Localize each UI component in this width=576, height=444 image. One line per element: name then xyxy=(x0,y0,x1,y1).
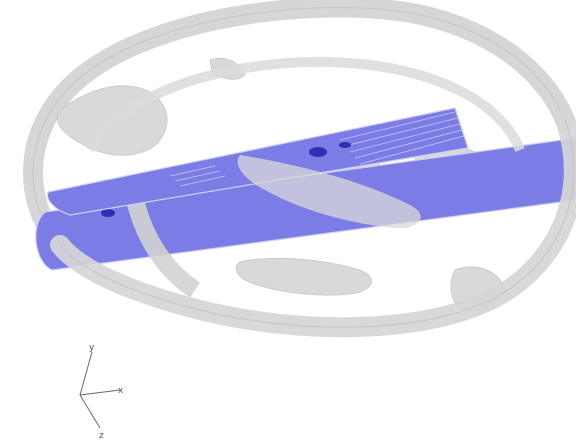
wake-ring-front xyxy=(50,56,576,338)
axis-z-line xyxy=(79,394,101,429)
axis-triad xyxy=(79,351,121,429)
axis-z-label: z xyxy=(99,431,104,441)
wake-ring-outer-back-edge xyxy=(32,7,566,246)
blade-upper-vortex-core-1 xyxy=(309,147,327,157)
wake-ring-back xyxy=(22,0,575,255)
axis-x-label: x xyxy=(118,386,124,396)
wake-ring-outer-front-edge xyxy=(59,119,575,328)
wake-blob-lower xyxy=(235,257,372,296)
axis-y-label: y xyxy=(89,343,95,353)
wake-ring-inner xyxy=(85,56,525,153)
blade-lower-tip-vortex xyxy=(101,209,115,217)
blade-upper-vortex-core-2 xyxy=(339,142,351,148)
blade-upper-panel-mesh xyxy=(169,111,465,187)
axis-x-line xyxy=(79,389,121,396)
axis-y-line xyxy=(79,351,93,396)
wake-sheet-overlay xyxy=(237,155,421,229)
wake-strand-left xyxy=(126,197,201,298)
